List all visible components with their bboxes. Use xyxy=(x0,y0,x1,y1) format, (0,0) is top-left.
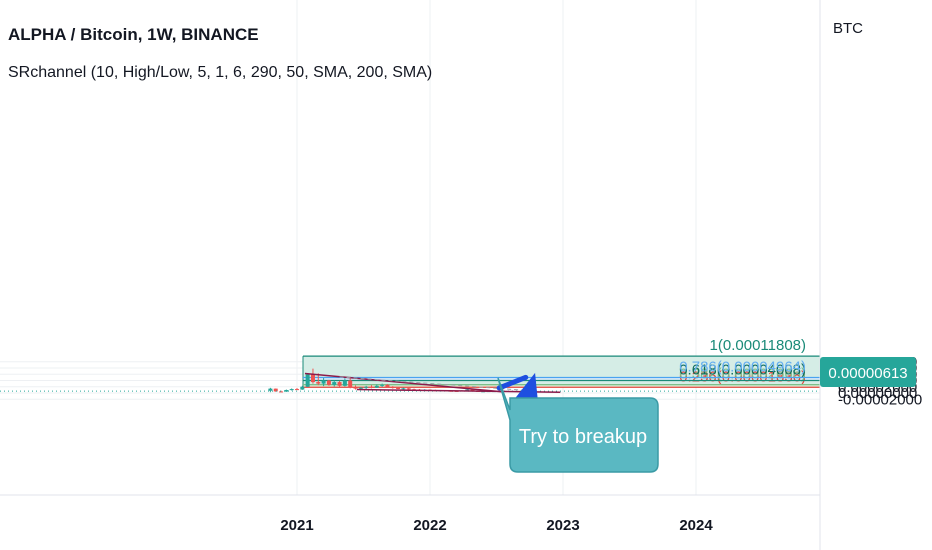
candle-body xyxy=(358,387,363,389)
candle-body xyxy=(364,386,369,388)
descending-resistance-line xyxy=(304,372,504,393)
candle-body xyxy=(279,391,284,393)
fib-label-1: 1(0.00011808) xyxy=(710,337,806,354)
candle-body xyxy=(295,389,299,391)
time-tick-label: 2022 xyxy=(413,517,446,534)
price-tag-background xyxy=(820,357,916,387)
candle-body xyxy=(348,380,353,388)
fib-band-382 xyxy=(303,384,820,388)
candle-body xyxy=(284,390,289,392)
fib-label-0-382: 0.382(0.00002666) xyxy=(679,366,806,383)
time-tick-label: 2024 xyxy=(679,517,713,534)
price-tag-value: 0.00000613 xyxy=(828,365,907,382)
candle-body xyxy=(374,385,379,388)
chart-title: ALPHA / Bitcoin, 1W, BINANCE xyxy=(8,25,259,44)
fib-retracement[interactable]: 0.236(0.00001836)0.382(0.00002666)0.618(… xyxy=(302,337,820,388)
candle-body xyxy=(342,380,347,386)
fib-band-786 xyxy=(303,377,820,381)
candle-body xyxy=(305,374,310,387)
candle-body xyxy=(310,374,315,383)
time-tick-label: 2023 xyxy=(546,517,579,534)
annotation-callout[interactable]: Try to breakup xyxy=(497,377,659,473)
callout-text: Try to breakup xyxy=(519,426,647,448)
candle-body xyxy=(326,380,331,385)
candle-body xyxy=(465,389,470,391)
candle-body xyxy=(353,387,358,389)
candle-body xyxy=(369,386,374,388)
candle-body xyxy=(316,382,321,384)
price-axis[interactable]: -0.000020000.000000000.000020000.0000400… xyxy=(819,0,922,550)
candle-body xyxy=(406,388,411,390)
price-tick-label: 0.00000000 xyxy=(838,385,917,402)
breakout-arrow-shaft xyxy=(496,374,529,391)
axis-unit-label: BTC xyxy=(833,20,863,37)
candle-body xyxy=(385,384,390,388)
candle-body xyxy=(470,389,475,391)
callout-bubble xyxy=(497,377,659,473)
time-tick-label: 2021 xyxy=(280,517,313,534)
candle-body xyxy=(396,388,401,389)
current-price-tag[interactable]: 0.00000613 xyxy=(820,357,916,387)
candle-body xyxy=(300,386,305,390)
candle-body xyxy=(268,388,273,391)
fib-zone-fill xyxy=(303,356,820,388)
candle-body xyxy=(337,382,342,386)
candle-body xyxy=(390,387,395,389)
candle-body xyxy=(401,388,406,390)
candle-body xyxy=(289,389,294,391)
fib-label-0-786: 0.786(0.00004964) xyxy=(679,358,806,375)
candle-body xyxy=(321,380,326,384)
candle-body xyxy=(332,382,337,385)
price-tick-label: -0.00002000 xyxy=(838,391,922,408)
fib-label-0-618: 0.618(0.00004008) xyxy=(679,361,806,378)
candle-body xyxy=(380,384,385,386)
indicator-label[interactable]: SRchannel (10, High/Low, 5, 1, 6, 290, 5… xyxy=(8,64,432,81)
candle-body xyxy=(273,388,278,392)
time-axis[interactable]: 2021 2022 2023 2024 xyxy=(0,494,820,534)
